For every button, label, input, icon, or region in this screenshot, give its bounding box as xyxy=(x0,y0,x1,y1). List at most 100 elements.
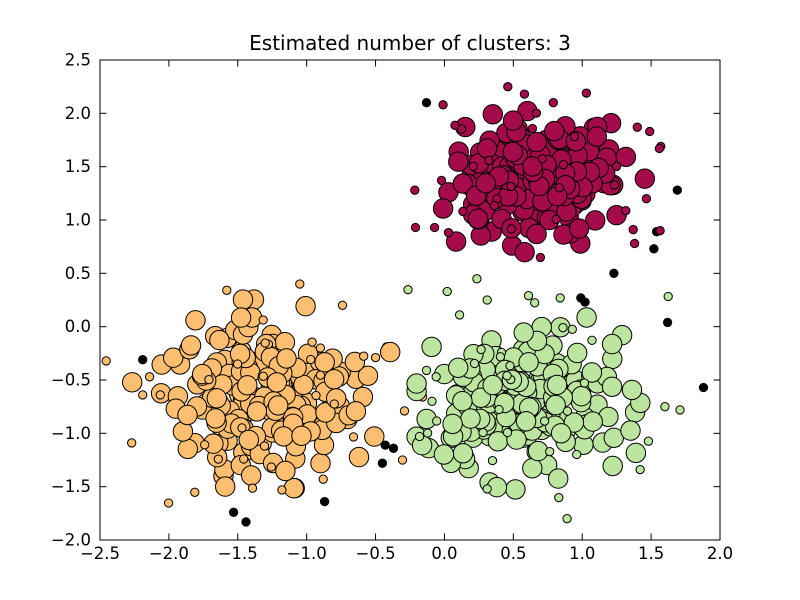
data-point xyxy=(247,483,258,493)
data-point xyxy=(410,185,420,195)
data-point xyxy=(306,354,316,365)
data-point xyxy=(445,231,467,252)
data-point xyxy=(295,279,305,289)
y-tick-label: 2.0 xyxy=(65,104,91,123)
data-point xyxy=(291,425,312,446)
data-point xyxy=(484,155,494,166)
data-point xyxy=(478,427,488,438)
data-point xyxy=(586,126,607,147)
data-point xyxy=(555,293,565,303)
data-point xyxy=(307,337,317,347)
data-point xyxy=(406,373,427,394)
data-point xyxy=(315,370,326,380)
data-point xyxy=(275,460,296,482)
data-point xyxy=(427,396,437,406)
data-point xyxy=(276,348,297,369)
data-point xyxy=(295,296,316,317)
data-point xyxy=(138,355,148,365)
data-point xyxy=(569,131,580,142)
data-point xyxy=(655,226,665,236)
data-point xyxy=(230,307,252,328)
data-point xyxy=(544,120,565,142)
data-point xyxy=(273,426,294,447)
data-point xyxy=(545,394,566,416)
data-point xyxy=(641,194,652,204)
x-tick-label: −0.5 xyxy=(356,544,396,563)
data-point xyxy=(621,379,643,401)
data-point xyxy=(558,323,568,333)
data-point xyxy=(403,285,413,295)
y-tick-label: −0.5 xyxy=(51,371,91,390)
data-point xyxy=(482,484,492,494)
data-point xyxy=(654,143,665,154)
plot-title: Estimated number of clusters: 3 xyxy=(249,31,571,55)
data-point xyxy=(410,222,421,233)
data-point xyxy=(232,359,243,369)
data-point xyxy=(414,431,425,442)
x-tick-label: 0.0 xyxy=(431,544,457,563)
data-point xyxy=(662,317,673,328)
data-point xyxy=(397,455,408,465)
data-point xyxy=(422,428,433,438)
y-tick-label: 0.0 xyxy=(65,317,91,336)
data-point xyxy=(535,252,546,263)
data-point xyxy=(489,201,500,211)
data-point xyxy=(364,426,385,447)
data-point xyxy=(531,108,542,118)
data-point xyxy=(155,390,165,400)
data-point xyxy=(468,161,478,171)
data-point xyxy=(554,183,564,193)
data-point xyxy=(442,413,463,435)
data-point xyxy=(527,440,549,462)
data-point xyxy=(432,416,442,426)
data-point xyxy=(579,378,590,388)
data-point xyxy=(268,395,289,416)
data-point xyxy=(438,100,448,110)
data-point xyxy=(258,371,268,381)
data-point xyxy=(546,374,568,396)
y-tick-label: −1.0 xyxy=(51,424,91,443)
x-tick-label: 2.0 xyxy=(707,544,733,563)
x-tick-label: 0.5 xyxy=(500,544,526,563)
data-point xyxy=(581,88,592,98)
data-point xyxy=(522,156,543,177)
data-point xyxy=(399,406,410,416)
data-point xyxy=(539,416,550,426)
data-point xyxy=(246,401,268,422)
data-point xyxy=(144,372,155,382)
data-point xyxy=(558,160,569,170)
axes-border xyxy=(99,59,721,541)
data-point xyxy=(649,244,659,254)
data-point xyxy=(643,436,654,446)
data-point xyxy=(443,227,454,238)
data-point xyxy=(370,352,381,363)
data-point xyxy=(580,297,590,307)
data-point xyxy=(258,315,268,325)
data-point xyxy=(259,441,270,451)
data-point xyxy=(545,446,555,457)
data-point xyxy=(472,274,482,284)
data-point xyxy=(476,138,498,159)
data-point xyxy=(482,104,503,125)
data-point xyxy=(442,286,452,297)
data-point xyxy=(318,474,328,484)
data-point xyxy=(576,307,597,328)
data-point xyxy=(526,131,547,153)
data-point xyxy=(185,310,206,331)
y-tick-label: −2.0 xyxy=(51,531,91,550)
data-point xyxy=(527,123,538,134)
data-point xyxy=(482,374,503,396)
data-point xyxy=(582,411,603,432)
data-point xyxy=(228,507,239,517)
data-point xyxy=(601,376,623,397)
axis-ticks xyxy=(99,59,721,541)
x-tick-label: −2.5 xyxy=(80,544,120,563)
data-point xyxy=(122,372,143,393)
data-point xyxy=(572,449,582,460)
data-point xyxy=(433,444,455,465)
data-point xyxy=(502,427,513,438)
data-point xyxy=(209,329,230,351)
y-tick-label: −1.5 xyxy=(51,477,91,496)
data-point xyxy=(620,420,641,441)
